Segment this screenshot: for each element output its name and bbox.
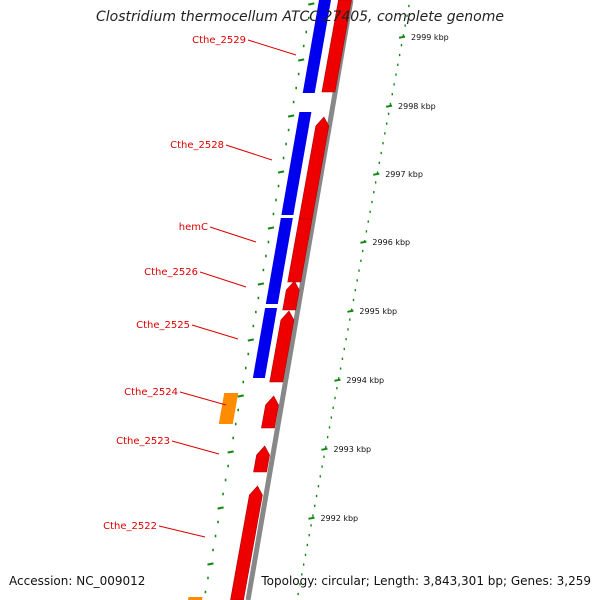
leader-line (225, 144, 273, 161)
map-title: Clostridium thermocellum ATCC 27405, com… (96, 9, 504, 25)
kbp-major-tick (347, 309, 354, 313)
ruler-tick (237, 394, 244, 398)
outer-ruler (297, 4, 410, 596)
gene-label: Cthe_2523 (116, 436, 170, 447)
gene-label: Cthe_2525 (136, 320, 190, 331)
kbp-label: 2995 kbp (359, 307, 397, 316)
ruler-tick (227, 450, 234, 454)
topology-text: Topology: circular; Length: 3,843,301 bp… (261, 574, 591, 588)
gene-label: hemC (179, 222, 208, 233)
ruler-tick (287, 114, 295, 118)
gene-label: Cthe_2529 (192, 35, 246, 46)
leader-line (199, 271, 247, 288)
ruler-tick (267, 226, 275, 230)
cds-arrow (321, 0, 352, 93)
gene-labels: Cthe_2529 Cthe_2528 hemC Cthe_2526 Cthe_2525… (103, 35, 246, 532)
strand-block (265, 218, 293, 304)
ruler-tick (257, 282, 265, 286)
cds-arrow (282, 280, 300, 311)
kbp-label: 2998 kbp (398, 102, 436, 111)
leader-line (179, 391, 227, 406)
gene-label: Cthe_2526 (144, 267, 198, 278)
cds-arrow (253, 445, 270, 473)
rna-block (188, 597, 203, 600)
gene-label: Cthe_2522 (103, 521, 157, 532)
kbp-labels: 2999 kbp 2998 kbp 2997 kbp 2996 kbp 2995 kbp… (308, 33, 449, 523)
leader-line (171, 440, 220, 455)
inner-ruler (204, 2, 315, 594)
cds-arrow (269, 310, 295, 383)
kbp-major-tick (398, 35, 406, 39)
strand-track (252, 0, 331, 378)
kbp-label: 2993 kbp (333, 445, 371, 454)
strand-block (281, 112, 312, 215)
backbone (245, 0, 354, 600)
ruler-tick (298, 58, 305, 62)
gene-label: Cthe_2524 (124, 387, 178, 398)
leader-line (191, 324, 239, 340)
leader-line (158, 525, 206, 538)
kbp-label: 2994 kbp (346, 376, 384, 385)
strand-block (252, 308, 278, 378)
leader-line (209, 226, 257, 243)
cds-arrow (230, 485, 263, 600)
kbp-label: 2992 kbp (320, 514, 358, 523)
feature-track (188, 0, 352, 600)
kbp-major-tick (334, 378, 341, 382)
kbp-label: 2999 kbp (411, 33, 449, 42)
accession-text: Accession: NC_009012 (9, 574, 146, 588)
ruler-tick (217, 506, 224, 510)
cds-arrow (261, 395, 279, 429)
cds-arrow (287, 218, 313, 283)
kbp-major-tick (373, 172, 380, 176)
strand-block (302, 0, 331, 93)
kbp-major-tick (360, 240, 367, 244)
kbp-label: 2997 kbp (385, 170, 423, 179)
ruler-tick (308, 2, 315, 6)
kbp-major-tick (308, 516, 315, 520)
label-leaders (158, 39, 297, 538)
gene-label: Cthe_2528 (170, 140, 224, 151)
kbp-major-tick (385, 104, 393, 108)
leader-line (247, 39, 297, 56)
ruler-tick (247, 338, 254, 342)
rna-block (218, 393, 239, 424)
kbp-label: 2996 kbp (372, 238, 410, 247)
ruler-tick (207, 562, 214, 566)
ruler-tick (277, 170, 285, 174)
kbp-major-tick (321, 447, 328, 451)
backbone-line (245, 0, 354, 600)
